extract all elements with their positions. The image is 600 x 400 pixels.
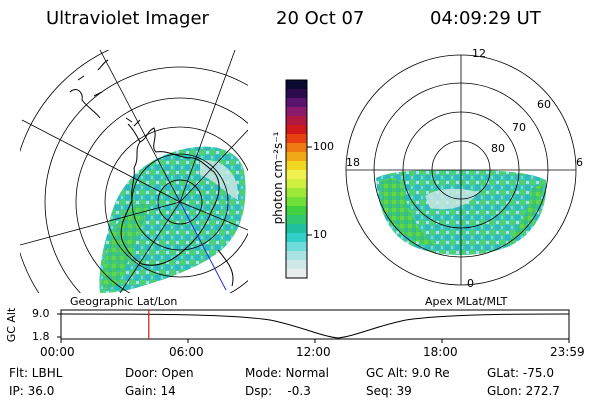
colorbar-label-10: 10 — [313, 228, 327, 241]
colorbar-swatch — [286, 80, 307, 90]
time-label: 04:09:29 UT — [430, 8, 541, 29]
mlt-label-12: 12 — [472, 47, 486, 60]
timeline-ylabel: GC Alt — [4, 307, 18, 343]
colorbar-swatch — [286, 152, 307, 162]
colorbar-swatch — [286, 116, 307, 126]
left-panel-caption: Geographic Lat/Lon — [70, 295, 178, 308]
colorbar-unit-label: photon cm⁻²s⁻¹ — [271, 131, 285, 225]
aurora-band-right-east — [505, 184, 544, 246]
mlt-label-0: 0 — [467, 277, 474, 290]
colorbar — [286, 80, 307, 279]
timeline-ytick-top: 9.0 — [32, 307, 50, 320]
colorbar-swatch — [286, 251, 307, 261]
latitude-circles — [20, 50, 248, 293]
info-mode: Mode: Normal — [245, 366, 329, 380]
colorbar-frame — [285, 79, 308, 279]
info-dsp: Dsp: -0.3 — [245, 384, 311, 398]
colorbar-swatch — [286, 269, 307, 279]
info-seq: Seq: 39 — [366, 384, 412, 398]
timeline-xtick-1200: 12:00 — [296, 345, 331, 359]
geographic-map — [20, 50, 248, 293]
mlat-label-60: 60 — [537, 98, 551, 111]
aurora-dim-right — [425, 188, 478, 210]
timeline-xtick-0600: 06:00 — [169, 345, 204, 359]
timeline-xtick-0000: 00:00 — [40, 345, 75, 359]
colorbar-swatch — [286, 242, 307, 252]
colorbar-swatch — [286, 125, 307, 135]
colorbar-swatch — [286, 215, 307, 225]
aurora-dim-patch — [200, 159, 239, 200]
info-door: Door: Open — [125, 366, 194, 380]
mlt-meridians — [346, 55, 576, 285]
info-ip: IP: 36.0 — [9, 384, 55, 398]
south-america-tip — [69, 59, 109, 119]
info-glat: GLat: -75.0 — [487, 366, 554, 380]
info-glon: GLon: 272.7 — [487, 384, 560, 398]
timeline-ticks — [57, 313, 570, 343]
coast-fragment — [217, 249, 234, 287]
mlt-label-18: 18 — [346, 156, 360, 169]
colorbar-swatch — [286, 98, 307, 108]
timeline-ytick-bottom: 1.8 — [32, 330, 50, 343]
colorbar-label-100: 100 — [313, 140, 334, 153]
colorbar-swatch — [286, 260, 307, 270]
timeline-xtick-1800: 18:00 — [423, 345, 458, 359]
info-filter: Flt: LBHL — [9, 366, 63, 380]
colorbar-swatch — [286, 206, 307, 216]
right-panel-caption: Apex MLat/MLT — [425, 295, 508, 308]
altitude-curve — [60, 313, 570, 339]
colorbar-swatch — [286, 89, 307, 99]
mlat-label-80: 80 — [491, 142, 505, 155]
colorbar-swatch — [286, 107, 307, 117]
longitude-lines — [20, 50, 248, 293]
colorbar-swatch — [286, 233, 307, 243]
colorbar-swatch — [286, 179, 307, 189]
aurora-band-right-west — [380, 178, 436, 246]
colorbar-swatch — [286, 134, 307, 144]
coastline — [120, 127, 220, 266]
colorbar-swatch — [286, 224, 307, 234]
info-gc-alt: GC Alt: 9.0 Re — [366, 366, 450, 380]
colorbar-swatch — [286, 188, 307, 198]
mlt-label-6: 6 — [576, 156, 583, 169]
info-gain: Gain: 14 — [125, 384, 176, 398]
peninsula — [125, 117, 141, 143]
colorbar-swatch — [286, 170, 307, 180]
colorbar-swatch — [286, 197, 307, 207]
mlat-label-70: 70 — [512, 121, 526, 134]
instrument-title: Ultraviolet Imager — [46, 8, 209, 29]
subsatellite-line — [179, 201, 227, 291]
date-label: 20 Oct 07 — [276, 8, 365, 29]
colorbar-swatch — [286, 161, 307, 171]
timeline-xtick-2359: 23:59 — [550, 345, 585, 359]
colorbar-swatch — [286, 143, 307, 153]
